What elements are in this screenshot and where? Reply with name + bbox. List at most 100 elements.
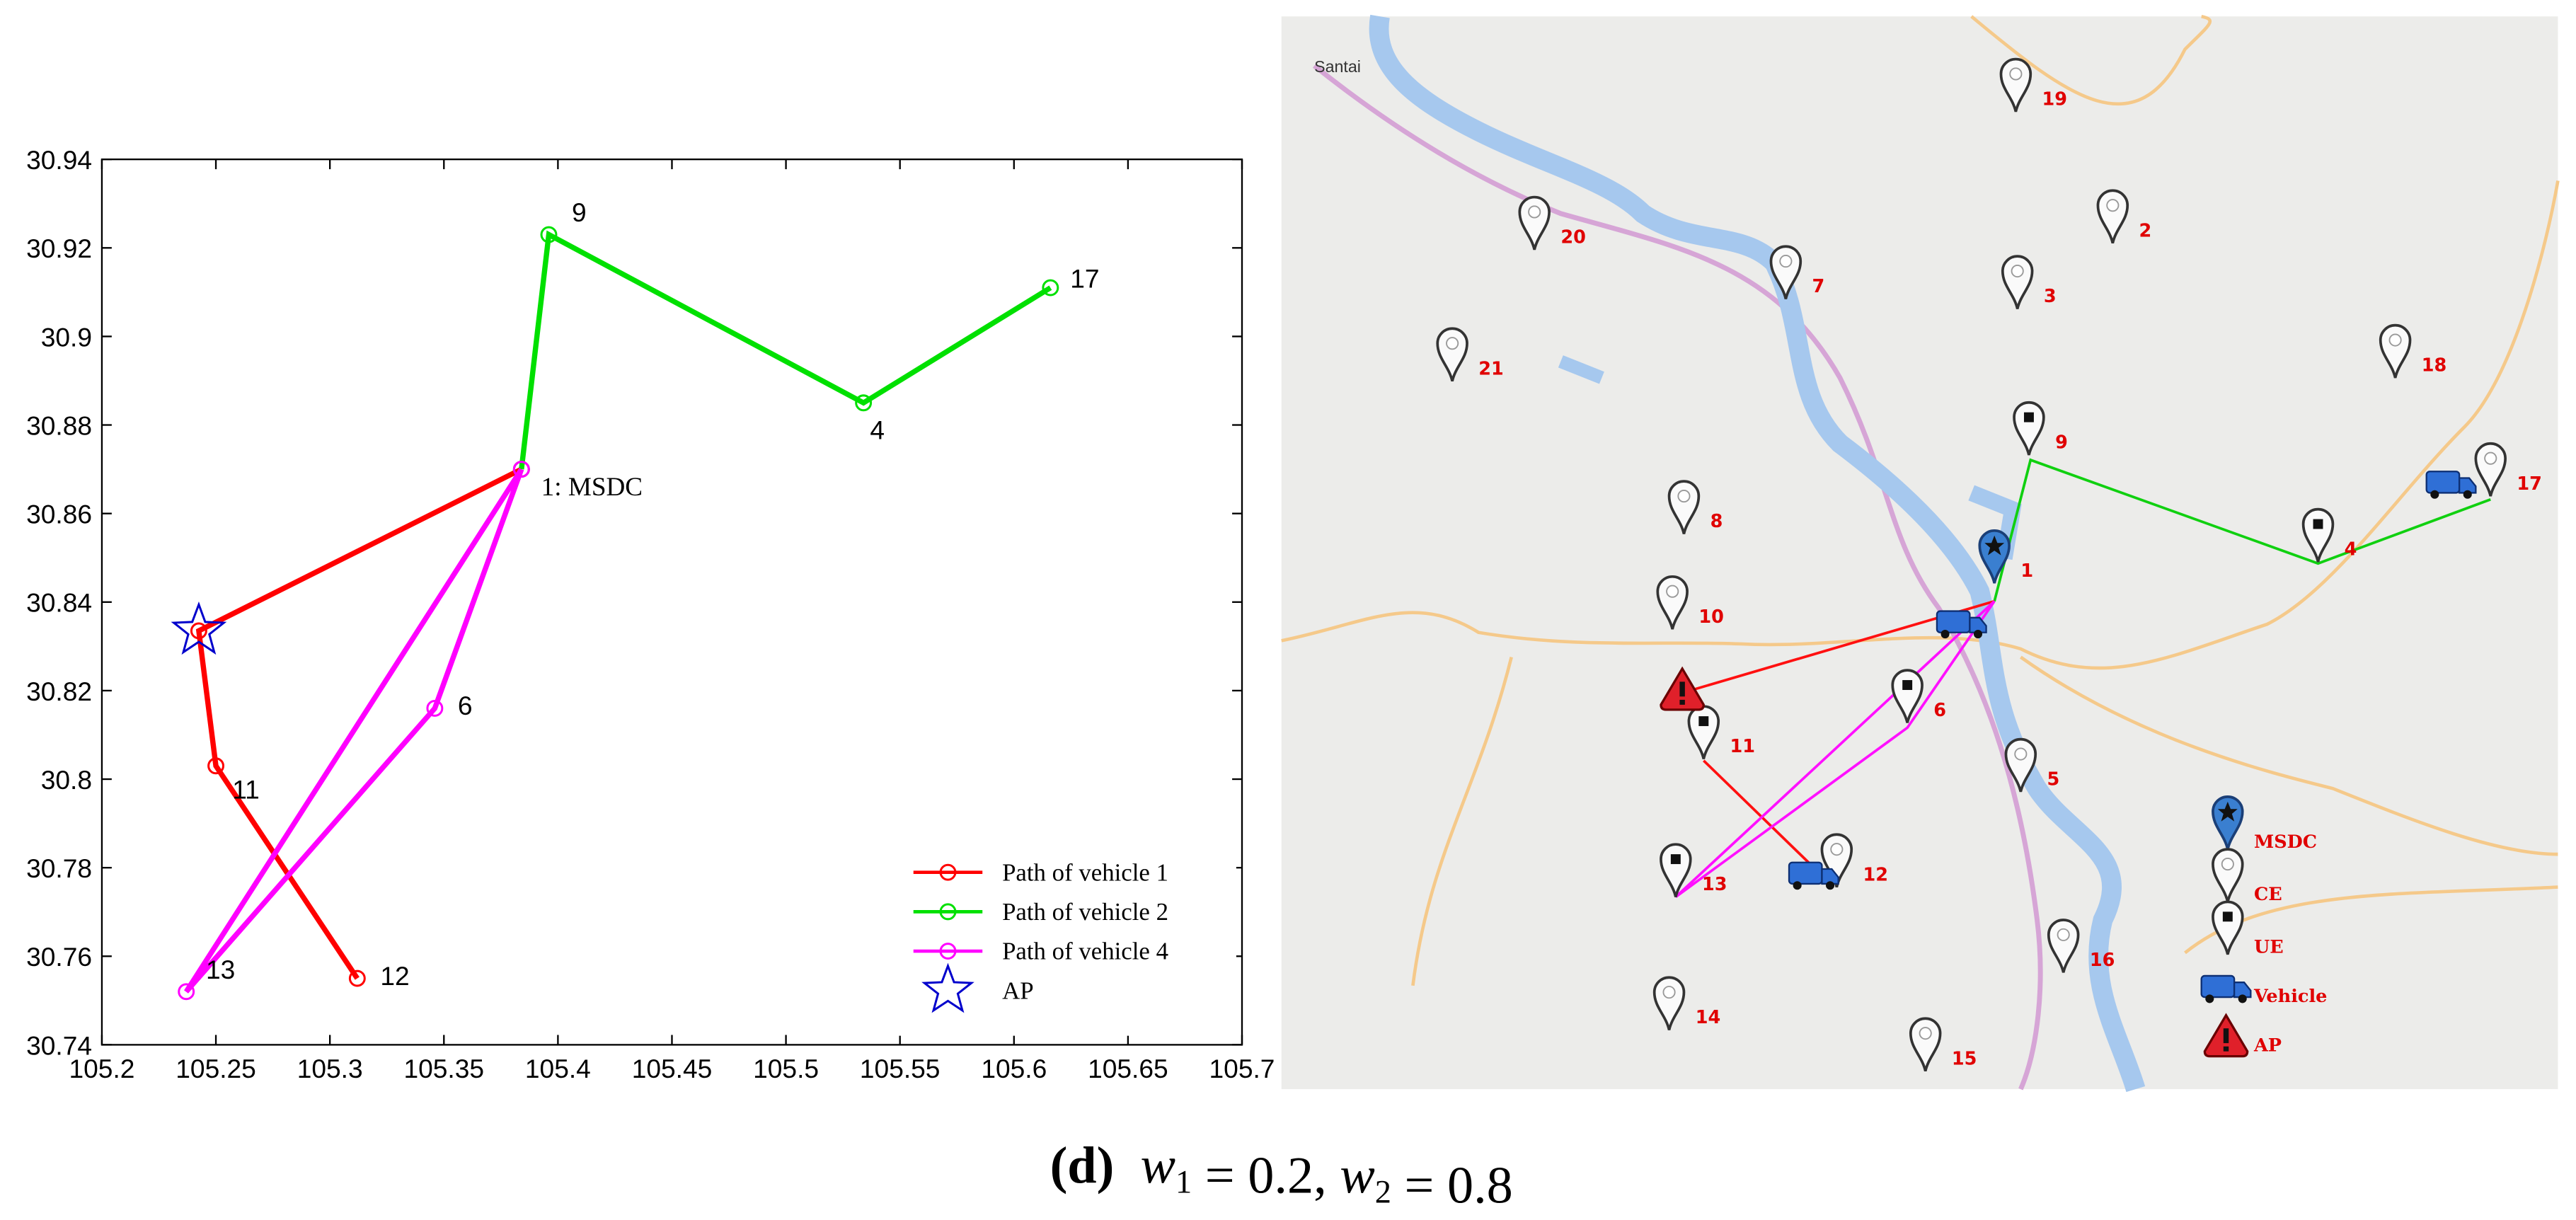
- node-label: 20: [1560, 227, 1586, 248]
- y-tick-label: 30.92: [26, 234, 92, 263]
- node-label: 4: [2345, 539, 2357, 560]
- node-label: 12: [1863, 864, 1888, 885]
- map-legend-label: AP: [2253, 1035, 2282, 1057]
- caption-tag: (d): [1050, 1136, 1115, 1195]
- point-label: 6: [458, 691, 473, 720]
- x-tick-label: 105.45: [632, 1054, 713, 1083]
- node-label: 14: [1696, 1007, 1721, 1028]
- node-label: 2: [2139, 220, 2151, 241]
- map-background: [1281, 16, 2558, 1090]
- route: [1674, 600, 1996, 898]
- node-label: 16: [2090, 950, 2115, 971]
- y-tick-label: 30.74: [26, 1030, 92, 1060]
- series-line: [195, 466, 523, 980]
- point-marker: [348, 969, 366, 987]
- legend-label: Path of vehicle 1: [1002, 858, 1168, 886]
- x-tick-label: 105.5: [753, 1054, 819, 1083]
- legend: Path of vehicle 1 Path of vehicle 2 Path o…: [896, 846, 1236, 1036]
- map: Santai123456789101112131415161718192021M…: [1281, 14, 2560, 1093]
- node-label: 15: [1952, 1048, 1977, 1069]
- x-tick-label: 105.3: [297, 1054, 363, 1083]
- x-tick-label: 105.2: [69, 1054, 135, 1083]
- y-tick-label: 30.8: [41, 765, 92, 795]
- map-legend-label: Vehicle: [2253, 986, 2327, 1007]
- map-legend-label: MSDC: [2254, 831, 2317, 853]
- x-tick-label: 105.25: [176, 1054, 256, 1083]
- point-marker: [1042, 279, 1059, 297]
- caption-text: = 0.8: [1391, 1156, 1513, 1214]
- node-label: 13: [1702, 874, 1727, 895]
- road: [1411, 656, 1513, 986]
- point-label: 11: [232, 775, 260, 805]
- caption-text: = 0.2,: [1192, 1146, 1340, 1204]
- node-label: 1: [2020, 560, 2033, 582]
- y-tick-label: 30.9: [41, 322, 92, 352]
- y-tick-label: 30.82: [26, 677, 92, 706]
- map-layer: Santai123456789101112131415161718192021M…: [1314, 57, 2542, 1073]
- node-label: 7: [1812, 276, 1825, 297]
- legend-label: Path of vehicle 4: [1002, 938, 1168, 965]
- caption-subscript: 1: [1175, 1164, 1192, 1200]
- node-label: 11: [1730, 736, 1755, 757]
- road: [2019, 655, 2558, 856]
- river: [1558, 355, 1604, 384]
- point-marker: [426, 699, 444, 717]
- point-label: 13: [206, 955, 235, 984]
- x-tick-label: 105.65: [1088, 1054, 1168, 1083]
- x-tick-label: 105.6: [981, 1054, 1047, 1083]
- x-tick-label: 105.7: [1209, 1054, 1275, 1083]
- map-legend-label: UE: [2254, 936, 2284, 957]
- place-name: Santai: [1314, 57, 1361, 76]
- legend-label: AP: [1002, 977, 1034, 1004]
- series-line: [519, 230, 1052, 470]
- point-marker: [540, 226, 558, 243]
- node-label: 21: [1478, 358, 1504, 379]
- x-tick-label: 105.35: [403, 1054, 484, 1083]
- caption-text: w: [1340, 1146, 1375, 1204]
- star-marker: [171, 601, 227, 655]
- point-marker: [855, 394, 873, 412]
- point-label: 12: [380, 961, 409, 991]
- legend-symbol: [939, 943, 957, 960]
- road: [1281, 180, 2560, 670]
- point-label: 9: [572, 197, 587, 227]
- chart: 105.2 105.25 105.3 105.35 105.4 105.45 105.5 10…: [26, 145, 1275, 1083]
- node-label: 18: [2422, 355, 2447, 376]
- y-tick-label: 30.86: [26, 500, 92, 529]
- point-label: 17: [1070, 264, 1099, 294]
- caption-text: w: [1140, 1136, 1175, 1195]
- node-label: 19: [2042, 89, 2068, 110]
- y-tick-label: 30.94: [26, 145, 92, 175]
- x-tick-label: 105.55: [860, 1054, 941, 1083]
- legend-symbol: [939, 863, 957, 881]
- node-label: 3: [2044, 286, 2057, 307]
- point-label: 1: MSDC: [541, 473, 643, 502]
- point-label: 4: [870, 415, 885, 444]
- node-label: 8: [1710, 511, 1723, 532]
- river: [1369, 14, 2146, 1093]
- legend-symbol: [921, 962, 974, 1013]
- caption-subscript: 2: [1375, 1174, 1391, 1210]
- x-tick-label: 105.4: [525, 1054, 591, 1083]
- y-tick-label: 30.84: [26, 588, 92, 618]
- y-tick-label: 30.76: [26, 942, 92, 972]
- legend-label: Path of vehicle 2: [1002, 898, 1168, 926]
- legend-symbol: [939, 903, 957, 921]
- node-label: 9: [2055, 432, 2068, 454]
- node-label: 5: [2047, 769, 2059, 790]
- route: [1703, 759, 1818, 872]
- y-tick-label: 30.78: [26, 853, 92, 883]
- caption-space: [1114, 1136, 1140, 1195]
- series-line: [184, 468, 524, 994]
- point-marker: [178, 983, 195, 1001]
- node-label: 10: [1698, 606, 1724, 628]
- point-marker: [512, 461, 530, 478]
- node-label: 6: [1933, 700, 1946, 721]
- map-legend-label: CE: [2254, 884, 2282, 905]
- point-marker: [190, 622, 207, 640]
- point-marker: [207, 757, 225, 775]
- route: [1993, 458, 2491, 602]
- caption: (d) w1 = 0.2, w2 = 0.8: [1050, 1136, 1513, 1214]
